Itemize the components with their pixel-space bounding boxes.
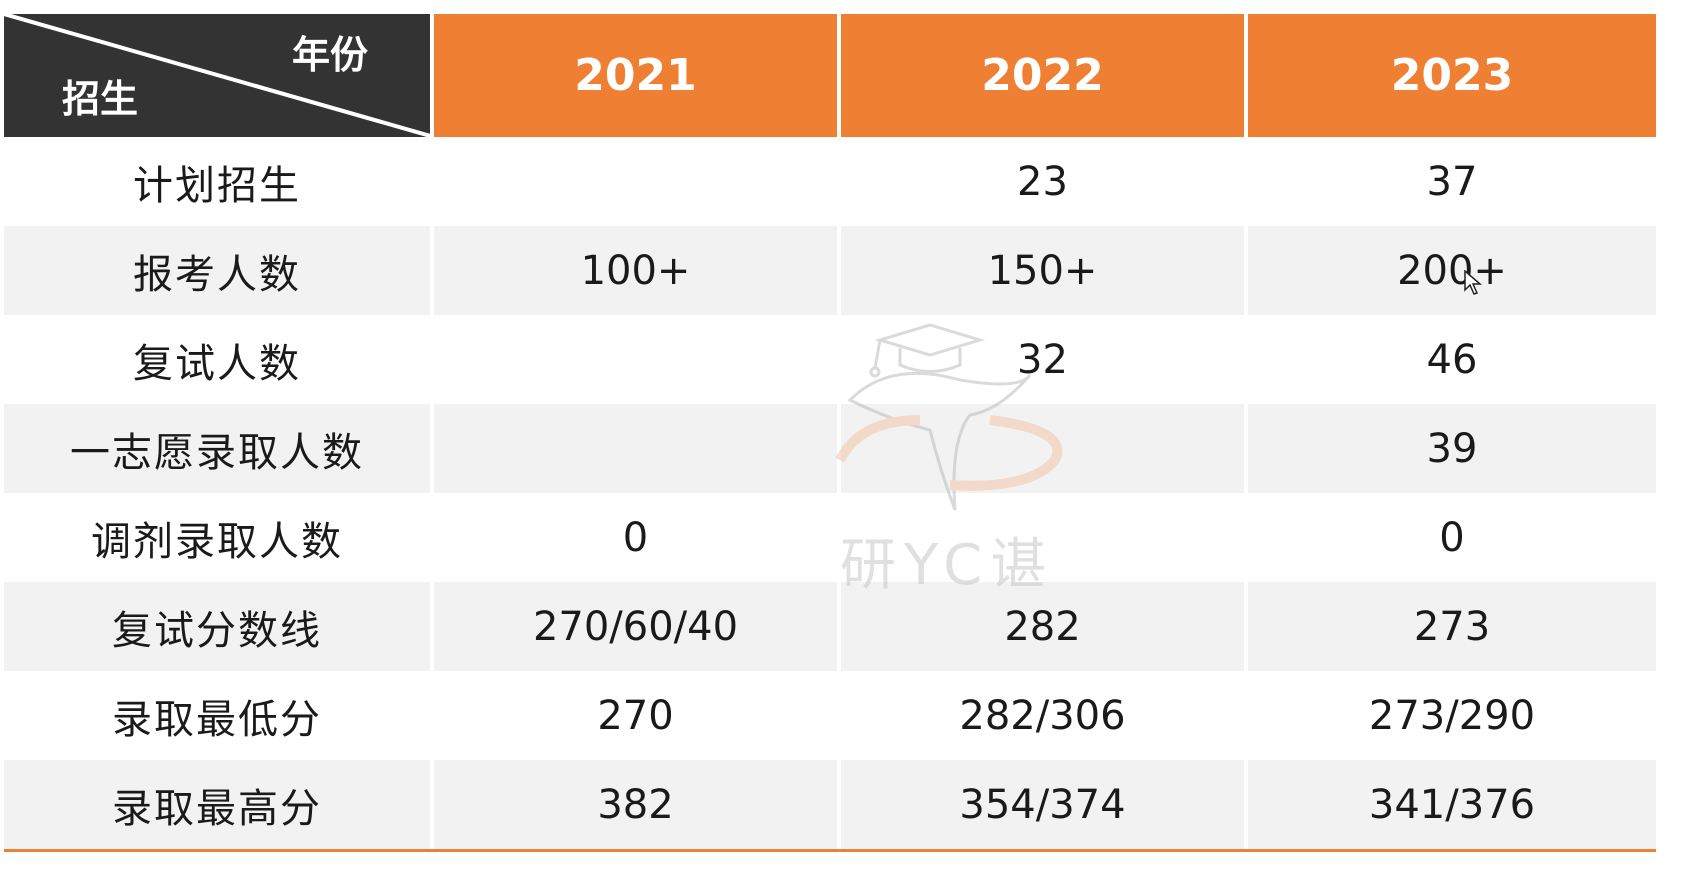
row-label: 录取最高分 — [4, 760, 434, 849]
table-row: 调剂录取人数 0 0 — [4, 493, 1656, 582]
table-cell: 0 — [434, 493, 841, 582]
enrollment-table: 年份 招生 2021 2022 2023 计划招生 23 37 报考人数 100… — [4, 14, 1656, 849]
table-cell: 341/376 — [1248, 760, 1656, 849]
row-label: 调剂录取人数 — [4, 493, 434, 582]
row-label: 报考人数 — [4, 226, 434, 315]
table-cell: 354/374 — [841, 760, 1248, 849]
table-cell — [434, 315, 841, 404]
row-label: 复试分数线 — [4, 582, 434, 671]
table-cell: 100+ — [434, 226, 841, 315]
corner-enroll-label: 招生 — [62, 77, 139, 121]
corner-header-cell: 年份 招生 — [4, 14, 434, 137]
row-label: 计划招生 — [4, 137, 434, 226]
table-cell: 37 — [1248, 137, 1656, 226]
row-label: 录取最低分 — [4, 671, 434, 760]
table-row: 一志愿录取人数 39 — [4, 404, 1656, 493]
table-cell: 270 — [434, 671, 841, 760]
table-row: 计划招生 23 37 — [4, 137, 1656, 226]
corner-year-label: 年份 — [291, 33, 368, 77]
table-cell: 32 — [841, 315, 1248, 404]
table-cell: 200+ — [1248, 226, 1656, 315]
table-cell: 382 — [434, 760, 841, 849]
year-header-2021: 2021 — [434, 14, 841, 137]
table-cell: 273/290 — [1248, 671, 1656, 760]
row-label: 一志愿录取人数 — [4, 404, 434, 493]
table-cell: 282/306 — [841, 671, 1248, 760]
diagonal-divider — [4, 14, 430, 137]
table-cell: 150+ — [841, 226, 1248, 315]
row-label: 复试人数 — [4, 315, 434, 404]
table-row: 复试人数 32 46 — [4, 315, 1656, 404]
table-row: 录取最低分 270 282/306 273/290 — [4, 671, 1656, 760]
table-row: 录取最高分 382 354/374 341/376 — [4, 760, 1656, 849]
table-cell: 23 — [841, 137, 1248, 226]
year-header-2022: 2022 — [841, 14, 1248, 137]
table-cell: 39 — [1248, 404, 1656, 493]
year-header-2023: 2023 — [1248, 14, 1656, 137]
mouse-pointer-icon — [1464, 270, 1483, 295]
table-cell — [841, 493, 1248, 582]
table-row: 报考人数 100+ 150+ 200+ — [4, 226, 1656, 315]
table-row: 复试分数线 270/60/40 282 273 — [4, 582, 1656, 671]
table-bottom-border — [4, 849, 1656, 852]
table-cell — [434, 137, 841, 226]
table-cell: 0 — [1248, 493, 1656, 582]
table-cell: 46 — [1248, 315, 1656, 404]
table-cell: 282 — [841, 582, 1248, 671]
table-cell — [434, 404, 841, 493]
table-header-row: 年份 招生 2021 2022 2023 — [4, 14, 1656, 137]
table-cell: 273 — [1248, 582, 1656, 671]
table-cell — [841, 404, 1248, 493]
table-cell: 270/60/40 — [434, 582, 841, 671]
